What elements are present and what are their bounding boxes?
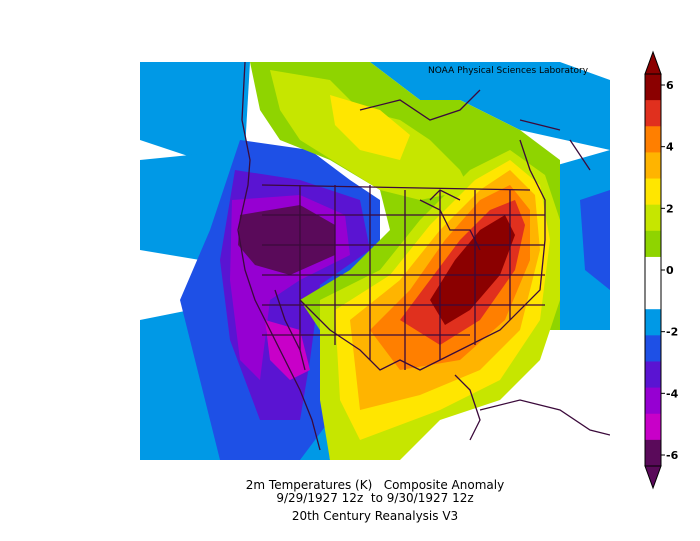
colorbar-tick-label: 6: [666, 79, 674, 92]
colorbar-tick-label: 0: [666, 264, 674, 277]
colorbar-bottom-arrow: [644, 465, 662, 490]
colorbar-segment: [645, 309, 661, 336]
colorbar-segment: [645, 100, 661, 127]
colorbar-segment: [645, 74, 661, 101]
colorbar-segment: [645, 283, 661, 310]
boundary-lines: [237, 62, 610, 451]
colorbar-segment: [645, 126, 661, 153]
colorbar-segment: [645, 230, 661, 258]
colorbar-segment: [645, 439, 661, 467]
shaded-anomaly-field: [140, 62, 610, 460]
colorbar-segment: [645, 178, 661, 206]
colorbar-segment: [645, 387, 661, 415]
colorbar-tick-label: 4: [666, 141, 674, 154]
colorbar-segment: [645, 204, 661, 232]
colorbar-segment: [645, 335, 661, 362]
caption-line-2: 9/29/1927 12z to 9/30/1927 12z: [276, 491, 474, 505]
caption-line-1: 2m Temperatures (K) Composite Anomaly: [245, 478, 505, 492]
colorbar-top-arrow: [644, 50, 662, 75]
colorbar-tick-label: -6: [666, 449, 679, 462]
colorbar-segment: [645, 152, 661, 180]
credit-text: NOAA Physical Sciences Laboratory: [428, 66, 589, 76]
colorbar-tick-label: -2: [666, 326, 678, 339]
colorbar-segment: [645, 256, 661, 284]
colorbar: 6 4 2 0 -2 -4 -6: [644, 50, 679, 490]
caption-line-3: 20th Century Reanalysis V3: [291, 509, 459, 523]
colorbar-tick-label: 2: [666, 202, 674, 215]
colorbar-tick-label: -4: [666, 387, 679, 400]
colorbar-segment: [645, 361, 661, 389]
colorbar-segment: [645, 413, 661, 441]
